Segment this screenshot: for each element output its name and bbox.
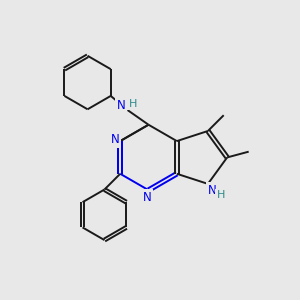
Text: N: N (117, 99, 126, 112)
Text: H: H (217, 190, 226, 200)
Text: H: H (129, 99, 137, 109)
Text: N: N (143, 191, 152, 204)
Text: N: N (110, 133, 119, 146)
Text: N: N (208, 184, 217, 197)
